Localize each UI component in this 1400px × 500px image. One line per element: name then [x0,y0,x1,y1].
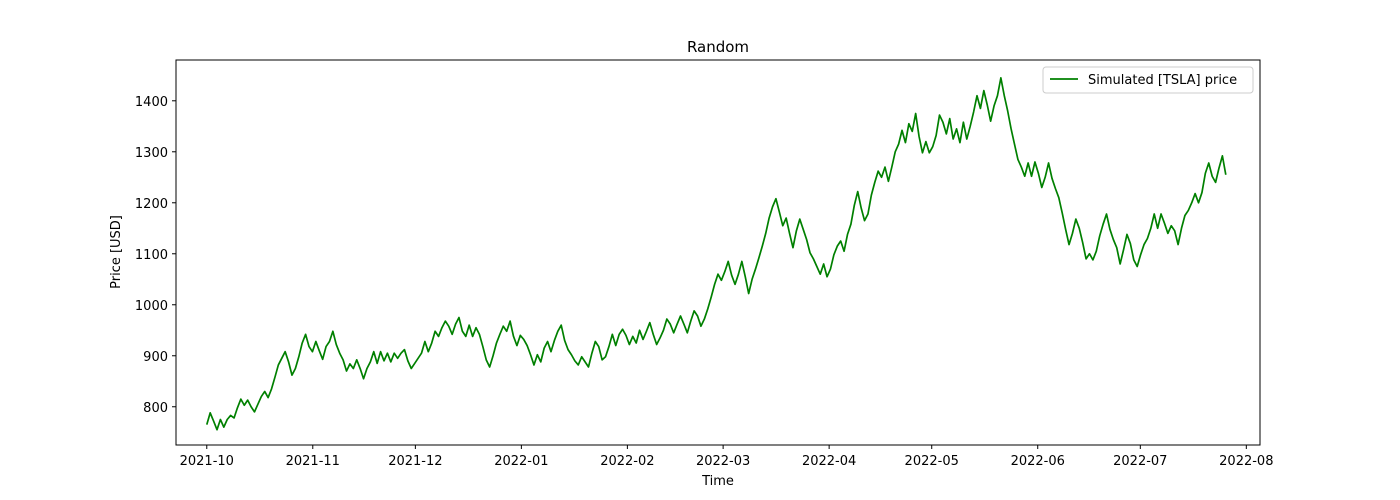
x-tick-label: 2022-07 [1113,454,1167,469]
y-tick-label: 1100 [135,248,168,263]
series-line-tsla [205,77,1227,431]
x-tick-label: 2021-11 [286,454,340,469]
x-axis: 2021-10 2021-11 2021-12 2022-01 2022-02 2022-… [180,445,1273,469]
x-tick-label: 2022-08 [1219,454,1273,469]
y-tick-label: 1300 [135,146,168,161]
y-tick-label: 1000 [135,299,168,314]
x-tick-label: 2022-05 [905,454,959,469]
x-tick-label: 2022-03 [696,454,750,469]
x-tick-label: 2021-10 [180,454,234,469]
chart-title: Random [687,38,749,56]
legend-entry-label: Simulated [TSLA] price [1088,73,1237,88]
plot-area-frame [175,59,1261,446]
x-tick-label: 2022-06 [1011,454,1065,469]
y-tick-label: 1400 [135,95,168,110]
y-tick-label: 900 [143,350,168,365]
legend: Simulated [TSLA] price [1042,66,1254,94]
legend-box [1042,66,1254,94]
y-tick-label: 1200 [135,197,168,212]
x-tick-label: 2021-12 [388,454,442,469]
y-axis: 800 900 1000 1100 1200 1300 1400 [135,95,176,416]
y-tick-label: 800 [143,401,168,416]
x-tick-label: 2022-04 [802,454,856,469]
x-axis-label: Time [701,474,734,489]
x-tick-label: 2022-01 [494,454,548,469]
x-tick-label: 2022-02 [600,454,654,469]
y-axis-label: Price [USD] [109,215,124,289]
